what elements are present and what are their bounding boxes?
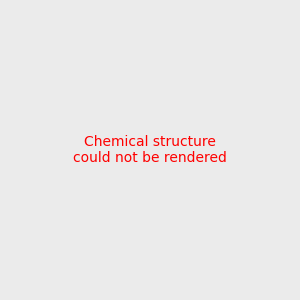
Text: Chemical structure
could not be rendered: Chemical structure could not be rendered xyxy=(73,135,227,165)
